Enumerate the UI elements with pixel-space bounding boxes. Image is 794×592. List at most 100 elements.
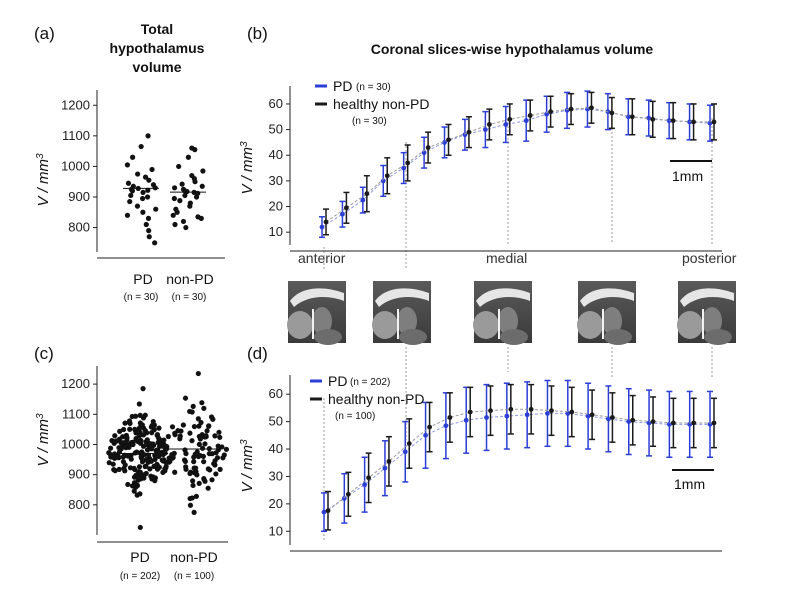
- point-c-1-17: [191, 423, 198, 430]
- marker-d-1-18: [691, 420, 697, 426]
- point-c-0-191: [114, 454, 120, 460]
- legend-b-hc-n: (n = 30): [352, 116, 387, 127]
- point-c-1-5: [172, 469, 178, 475]
- point-c-1-14: [223, 446, 230, 452]
- point-a-0-16: [140, 189, 146, 195]
- marker-d-0-5: [423, 432, 428, 438]
- marker-b-0-18: [687, 119, 692, 125]
- point-c-1-86: [213, 450, 219, 456]
- point-a-0-7: [146, 177, 152, 183]
- y-label-text-d: V / mm: [239, 445, 256, 493]
- point-a-1-7: [192, 179, 198, 185]
- point-c-1-95: [194, 472, 200, 478]
- point-c-0-128: [120, 426, 127, 433]
- point-c-1-55: [187, 430, 193, 436]
- marker-d-1-1: [345, 491, 351, 497]
- marker-b-0-8: [482, 127, 488, 132]
- marker-d-1-8: [488, 408, 493, 414]
- marker-b-0-2: [360, 197, 366, 203]
- marker-b-0-4: [401, 165, 407, 171]
- point-a-0-4: [149, 166, 155, 173]
- point-a-0-27: [146, 228, 152, 234]
- point-c-0-137: [120, 434, 126, 440]
- point-a-0-24: [124, 212, 131, 218]
- mri-slice-2: [372, 281, 431, 345]
- point-a-0-8: [125, 180, 132, 186]
- point-c-1-60: [212, 433, 218, 439]
- marker-b-1-13: [589, 105, 594, 111]
- y-tick-label-d-5: 60: [269, 386, 283, 401]
- point-c-1-35: [160, 451, 166, 458]
- point-c-1-54: [217, 466, 223, 473]
- point-c-0-83: [143, 463, 149, 469]
- marker-d-1-14: [610, 415, 615, 420]
- point-c-0-173: [134, 483, 141, 489]
- marker-b-1-15: [629, 114, 635, 120]
- y-tick-label-d-4: 50: [269, 414, 283, 429]
- point-a-1-17: [193, 194, 200, 200]
- marker-d-0-13: [585, 413, 591, 419]
- position-medial: medial: [486, 250, 527, 266]
- y-tick-label-b-4: 50: [269, 122, 283, 137]
- marker-b-1-5: [425, 145, 431, 150]
- point-c-0-32: [106, 460, 112, 466]
- point-c-1-76: [189, 409, 195, 415]
- marker-b-1-19: [711, 119, 717, 125]
- marker-b-1-14: [609, 110, 615, 116]
- marker-d-1-3: [386, 458, 392, 464]
- point-c-0-121: [122, 468, 128, 474]
- point-c-1-74: [191, 465, 197, 471]
- point-c-1-11: [199, 400, 205, 406]
- point-c-0-1: [137, 524, 143, 531]
- point-c-0-200: [144, 447, 151, 453]
- point-c-1-75: [206, 423, 212, 429]
- y-tick-label-c-1: 900: [68, 467, 90, 482]
- point-a-0-2: [130, 154, 136, 160]
- point-c-0-163: [125, 442, 131, 448]
- point-a-0-21: [134, 203, 141, 209]
- series-line-b-1: [325, 107, 714, 223]
- point-c-1-6: [170, 454, 176, 461]
- marker-d-1-11: [549, 408, 554, 414]
- point-c-0-127: [139, 422, 145, 428]
- category-label-c-pd: PD: [130, 549, 149, 565]
- point-c-1-67: [203, 433, 209, 439]
- point-c-0-102: [150, 418, 156, 425]
- point-c-0-184: [154, 450, 160, 456]
- marker-b-0-0: [319, 224, 325, 230]
- point-c-0-189: [120, 443, 127, 449]
- marker-d-0-9: [504, 413, 510, 419]
- point-a-1-29: [183, 224, 189, 231]
- title-a-line2: hypothalamus: [110, 40, 205, 56]
- marker-d-1-0: [325, 508, 331, 514]
- marker-b-1-9: [507, 116, 513, 122]
- point-c-1-37: [207, 467, 213, 473]
- y-tick-label-a-3: 1100: [62, 128, 90, 143]
- marker-b-1-6: [446, 137, 451, 143]
- point-c-1-63: [160, 443, 166, 449]
- point-a-1-9: [199, 183, 205, 189]
- point-c-0-167: [122, 462, 128, 468]
- y-tick-label-c-2: 1000: [61, 436, 90, 451]
- point-a-0-3: [124, 162, 131, 168]
- marker-b-1-11: [548, 109, 554, 115]
- point-c-0-195: [133, 449, 140, 455]
- point-a-0-18: [144, 194, 151, 200]
- point-c-1-85: [183, 466, 189, 472]
- marker-d-1-17: [670, 420, 676, 426]
- point-c-1-91: [201, 476, 207, 482]
- point-c-0-138: [117, 428, 123, 434]
- marker-d-1-12: [569, 409, 575, 415]
- point-c-0-77: [149, 430, 155, 436]
- marker-b-1-16: [650, 116, 656, 122]
- point-c-0-180: [138, 476, 144, 482]
- y-tick-label-a-0: 800: [68, 220, 90, 235]
- point-c-0-50: [147, 466, 153, 472]
- marker-d-1-13: [589, 412, 595, 418]
- point-a-1-4: [200, 168, 206, 174]
- y-label-sup-a: 3: [35, 153, 46, 159]
- point-c-1-43: [190, 478, 196, 484]
- plots-layer: 800 900 1000 1100 1200 800 900 1000 1100 1200 10 20…: [61, 86, 722, 552]
- point-a-0-14: [145, 187, 151, 193]
- point-c-1-47: [199, 445, 206, 451]
